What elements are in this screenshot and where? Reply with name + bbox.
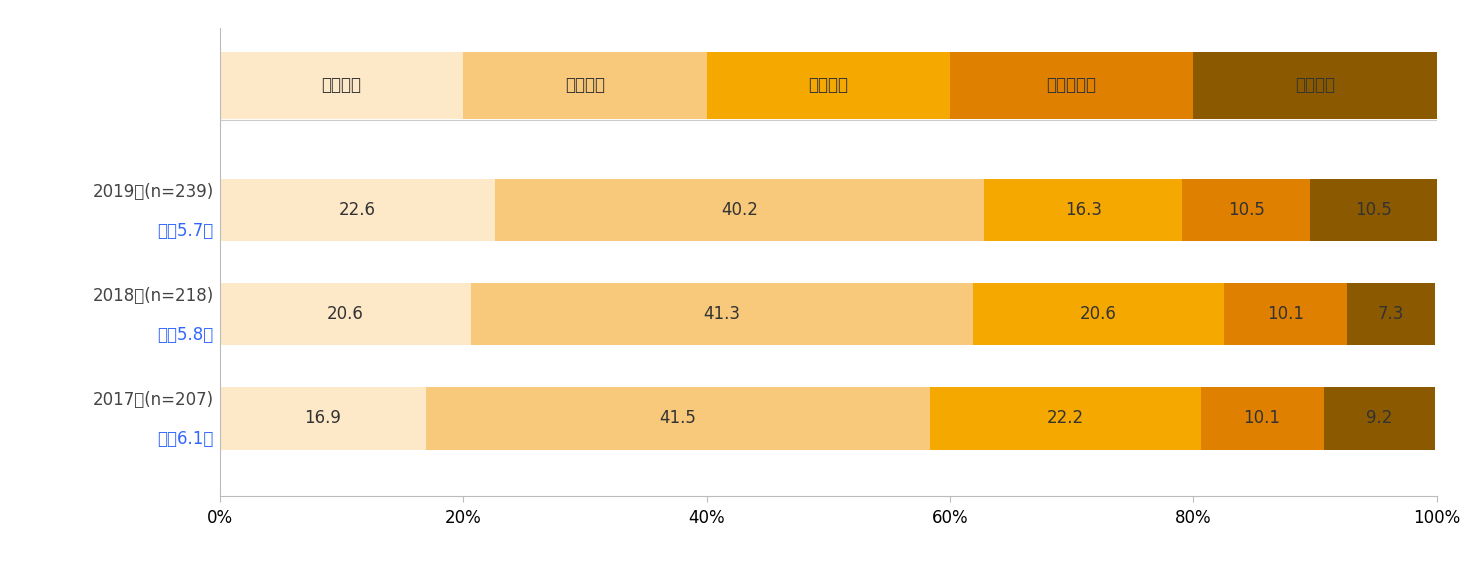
- Bar: [1311, 179, 1438, 241]
- Bar: [425, 387, 931, 450]
- Text: ４台以下: ４台以下: [321, 76, 362, 94]
- Text: 20.6: 20.6: [327, 305, 364, 323]
- Text: 22.6: 22.6: [339, 201, 375, 219]
- Text: 7.3: 7.3: [1378, 305, 1404, 323]
- Bar: [1224, 283, 1347, 346]
- Text: 41.3: 41.3: [704, 305, 740, 323]
- Text: 41.5: 41.5: [660, 409, 696, 428]
- Text: 9.2: 9.2: [1366, 409, 1393, 428]
- Text: 10.1: 10.1: [1243, 409, 1281, 428]
- Bar: [1324, 387, 1435, 450]
- Bar: [931, 387, 1201, 450]
- Text: 20.6: 20.6: [1080, 305, 1117, 323]
- Text: 16.9: 16.9: [305, 409, 342, 428]
- Bar: [973, 283, 1224, 346]
- Text: １０台超: １０台超: [1294, 76, 1336, 94]
- Bar: [1347, 283, 1435, 346]
- Bar: [1193, 52, 1437, 119]
- Text: ６台以下: ６台以下: [564, 76, 605, 94]
- Bar: [471, 283, 973, 346]
- Text: 10.5: 10.5: [1229, 201, 1265, 219]
- Text: 2018年(n=218): 2018年(n=218): [92, 287, 214, 305]
- Text: 22.2: 22.2: [1047, 409, 1085, 428]
- Text: 平均5.7台: 平均5.7台: [157, 222, 214, 240]
- Bar: [950, 52, 1193, 119]
- Bar: [707, 52, 950, 119]
- Text: 2017年(n=207): 2017年(n=207): [92, 391, 214, 408]
- Text: 2019年(n=239): 2019年(n=239): [92, 183, 214, 201]
- Bar: [220, 387, 425, 450]
- Bar: [984, 179, 1183, 241]
- Bar: [220, 283, 471, 346]
- Bar: [220, 52, 463, 119]
- Text: 16.3: 16.3: [1064, 201, 1102, 219]
- Text: 40.2: 40.2: [721, 201, 758, 219]
- Text: 10.5: 10.5: [1356, 201, 1393, 219]
- Bar: [1201, 387, 1324, 450]
- Text: ８台以下: ８台以下: [808, 76, 849, 94]
- Bar: [496, 179, 984, 241]
- Bar: [1183, 179, 1311, 241]
- Text: 平均6.1台: 平均6.1台: [157, 430, 214, 448]
- Text: 10.1: 10.1: [1267, 305, 1303, 323]
- Bar: [220, 179, 496, 241]
- Text: １０台以下: １０台以下: [1047, 76, 1097, 94]
- Bar: [463, 52, 707, 119]
- Text: 平均5.8台: 平均5.8台: [157, 326, 214, 344]
